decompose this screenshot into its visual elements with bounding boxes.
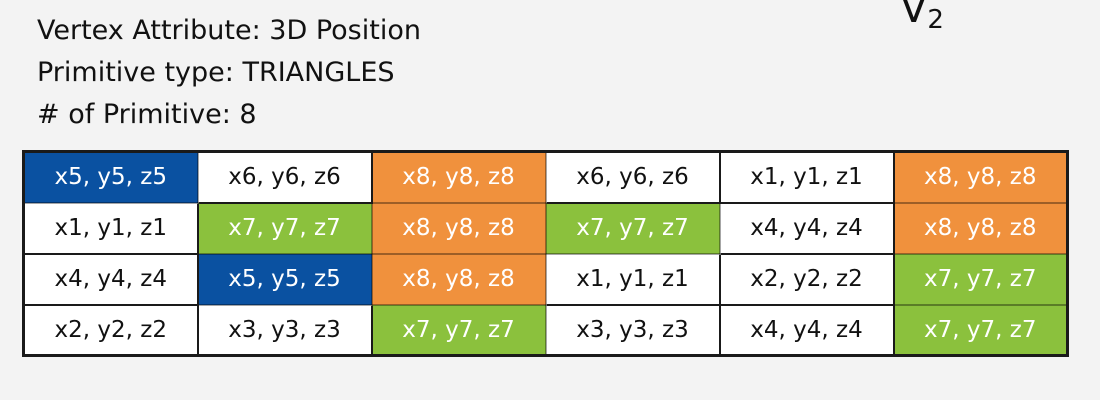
- table-cell: x1, y1, z1: [22, 201, 199, 255]
- table-cell: x5, y5, z5: [22, 150, 199, 204]
- table-row: x1, y1, z1 x7, y7, z7 x8, y8, z8 x7, y7, z7…: [22, 201, 1069, 255]
- corner-main: V: [900, 0, 928, 32]
- table-cell: x7, y7, z7: [544, 201, 721, 255]
- table-cell: x4, y4, z4: [22, 252, 199, 306]
- table-cell: x7, y7, z7: [892, 303, 1069, 357]
- table-cell: x8, y8, z8: [892, 201, 1069, 255]
- table-cell: x1, y1, z1: [544, 252, 721, 306]
- table-cell: x7, y7, z7: [892, 252, 1069, 306]
- table-cell: x8, y8, z8: [370, 252, 547, 306]
- table-cell: x6, y6, z6: [196, 150, 373, 204]
- corner-sub: 2: [927, 5, 944, 35]
- header-line: # of Primitive: 8: [37, 99, 257, 130]
- table-cell: x8, y8, z8: [370, 150, 547, 204]
- table-row: x2, y2, z2 x3, y3, z3 x7, y7, z7 x3, y3, z3…: [22, 303, 1069, 357]
- table-row: x4, y4, z4 x5, y5, z5 x8, y8, z8 x1, y1, z1…: [22, 252, 1069, 306]
- table-cell: x3, y3, z3: [196, 303, 373, 357]
- table-cell: x2, y2, z2: [718, 252, 895, 306]
- table-cell: x3, y3, z3: [544, 303, 721, 357]
- table-cell: x8, y8, z8: [370, 201, 547, 255]
- table-cell: x7, y7, z7: [196, 201, 373, 255]
- table-cell: x7, y7, z7: [370, 303, 547, 357]
- table-cell: x8, y8, z8: [892, 150, 1069, 204]
- header-line: Vertex Attribute: 3D Position: [37, 15, 421, 46]
- vertex-table: x5, y5, z5 x6, y6, z6 x8, y8, z8 x6, y6, z6…: [22, 150, 1069, 357]
- header-line: Primitive type: TRIANGLES: [37, 57, 395, 88]
- table-cell: x1, y1, z1: [718, 150, 895, 204]
- table-cell: x6, y6, z6: [544, 150, 721, 204]
- table-cell: x5, y5, z5: [196, 252, 373, 306]
- corner-label: V2: [900, 0, 944, 35]
- table-row: x5, y5, z5 x6, y6, z6 x8, y8, z8 x6, y6, z6…: [22, 150, 1069, 204]
- table-cell: x4, y4, z4: [718, 303, 895, 357]
- table-cell: x2, y2, z2: [22, 303, 199, 357]
- table-cell: x4, y4, z4: [718, 201, 895, 255]
